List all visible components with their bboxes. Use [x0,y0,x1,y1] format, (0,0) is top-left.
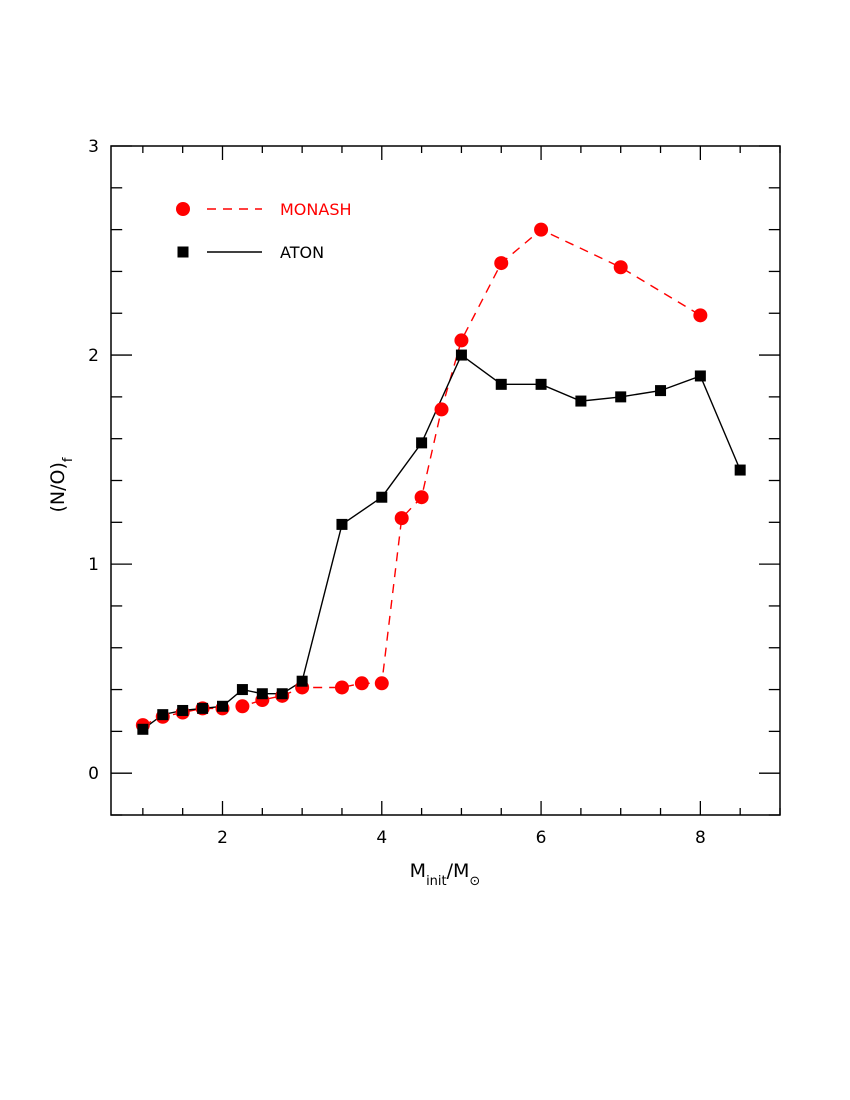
point-aton [137,723,149,735]
point-monash [374,676,389,691]
legend-label-aton: ATON [280,243,324,262]
point-aton [495,378,507,390]
y-tick-label: 0 [88,764,99,784]
point-monash [235,699,250,714]
legend-marker-aton [177,246,189,258]
x-axis-label-sub: init [426,874,447,889]
point-monash [534,222,549,237]
x-axis-label-sep: /M [447,860,470,882]
x-axis-label: Minit/M⊙ [410,860,481,889]
point-aton [197,702,209,714]
legend-marker-monash [176,202,190,216]
point-monash [454,333,469,348]
y-axis-label: (N/O)f [47,457,76,512]
point-aton [276,688,288,700]
series-lines [142,228,741,730]
x-tick-label: 8 [695,828,706,848]
point-monash [414,490,429,505]
point-aton [734,464,746,476]
plot-frame [110,145,781,816]
point-aton [256,688,268,700]
series-line-monash [142,228,701,726]
legend: MONASH ATON [176,200,352,262]
point-aton [376,491,388,503]
point-aton [157,709,169,721]
point-monash [354,676,369,691]
point-aton [416,437,428,449]
y-tick-label: 1 [88,555,99,575]
x-tick-label: 4 [376,828,387,848]
point-aton [177,704,189,716]
point-aton [336,518,348,530]
point-monash [394,511,409,526]
point-monash [613,260,628,275]
x-tick-label: 6 [536,828,547,848]
axis-ticks [111,145,781,816]
axis-tick-labels: 2 4 6 8 0 1 2 3 [88,137,706,848]
x-tick-label: 2 [217,828,228,848]
series-markers [135,222,746,735]
point-monash [693,308,708,323]
point-monash [334,680,349,695]
x-axis-label-sub2: ⊙ [469,874,480,889]
point-aton [694,370,706,382]
y-axis-label-main: (N/O) [47,462,69,512]
point-aton [217,700,228,712]
point-aton [236,684,248,696]
x-axis-label-main: M [410,860,426,882]
legend-label-monash: MONASH [280,200,352,219]
point-aton [615,391,627,403]
point-aton [655,385,667,397]
point-aton [535,378,547,390]
y-tick-label: 2 [88,346,99,366]
point-aton [455,349,467,361]
y-tick-label: 3 [88,137,99,157]
point-aton [296,675,308,687]
point-aton [575,395,587,407]
point-monash [434,402,449,417]
point-monash [494,256,509,271]
y-axis-label-sub: f [61,457,76,462]
